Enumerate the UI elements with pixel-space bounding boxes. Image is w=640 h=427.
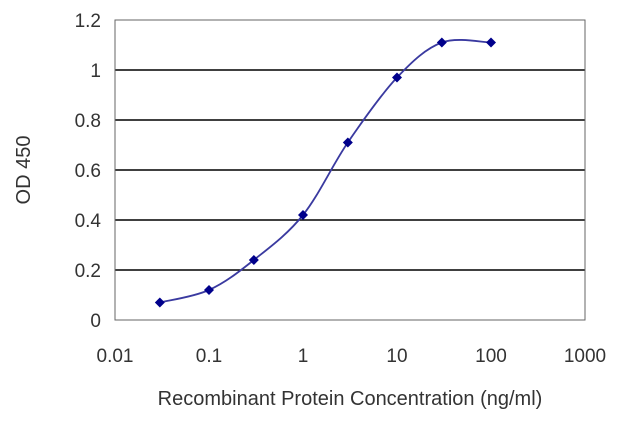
data-point	[486, 37, 496, 48]
data-point	[298, 210, 308, 220]
y-tick-label: 0.8	[75, 111, 101, 132]
series-lines	[159, 39, 492, 304]
y-tick-label: 0.4	[75, 211, 102, 232]
series-points	[154, 37, 496, 308]
x-tick-label: 1000	[564, 346, 606, 367]
x-tick-label: 100	[475, 346, 507, 367]
x-tick-label: 1	[298, 346, 309, 367]
series-line	[159, 39, 492, 304]
data-point	[392, 72, 402, 83]
data-point	[154, 297, 165, 308]
gridlines	[115, 69, 585, 271]
y-tick-labels: 0 0.2 0.4 0.6 0.8 1 1.2	[75, 11, 102, 332]
y-axis-title: OD 450	[13, 136, 35, 205]
x-tick-label: 0.01	[97, 346, 134, 367]
x-tick-label: 10	[386, 346, 407, 367]
x-axis-title: Recombinant Protein Concentration (ng/ml…	[158, 388, 543, 410]
y-tick-label: 0	[90, 311, 101, 332]
data-point	[342, 137, 353, 148]
x-tick-labels: 0.01 0.1 1 10 100 1000	[97, 346, 607, 367]
x-tick-label: 0.1	[196, 346, 222, 367]
y-tick-label: 0.6	[75, 161, 101, 182]
y-tick-label: 1.2	[75, 11, 101, 32]
y-tick-label: 0.2	[75, 261, 101, 282]
data-point	[248, 255, 259, 265]
data-point	[436, 37, 447, 48]
data-point	[204, 285, 214, 295]
plot-frame	[114, 19, 586, 321]
y-tick-label: 1	[90, 61, 101, 82]
